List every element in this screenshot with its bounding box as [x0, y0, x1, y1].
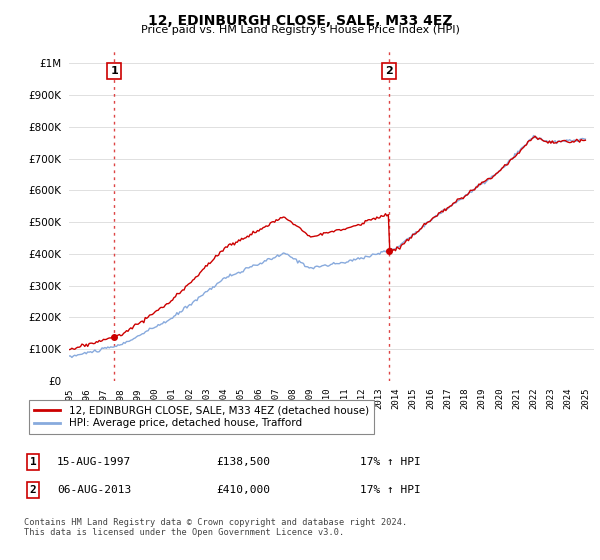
Text: 2: 2: [385, 66, 393, 76]
Text: 2: 2: [29, 485, 37, 495]
Text: £410,000: £410,000: [216, 485, 270, 495]
Text: £138,500: £138,500: [216, 457, 270, 467]
Text: 1: 1: [29, 457, 37, 467]
Text: 1: 1: [110, 66, 118, 76]
Text: Price paid vs. HM Land Registry's House Price Index (HPI): Price paid vs. HM Land Registry's House …: [140, 25, 460, 35]
Text: 15-AUG-1997: 15-AUG-1997: [57, 457, 131, 467]
Legend: 12, EDINBURGH CLOSE, SALE, M33 4EZ (detached house), HPI: Average price, detache: 12, EDINBURGH CLOSE, SALE, M33 4EZ (deta…: [29, 400, 374, 433]
Text: 17% ↑ HPI: 17% ↑ HPI: [360, 457, 421, 467]
Text: Contains HM Land Registry data © Crown copyright and database right 2024.
This d: Contains HM Land Registry data © Crown c…: [24, 518, 407, 538]
Text: 17% ↑ HPI: 17% ↑ HPI: [360, 485, 421, 495]
Text: 06-AUG-2013: 06-AUG-2013: [57, 485, 131, 495]
Text: 12, EDINBURGH CLOSE, SALE, M33 4EZ: 12, EDINBURGH CLOSE, SALE, M33 4EZ: [148, 14, 452, 28]
